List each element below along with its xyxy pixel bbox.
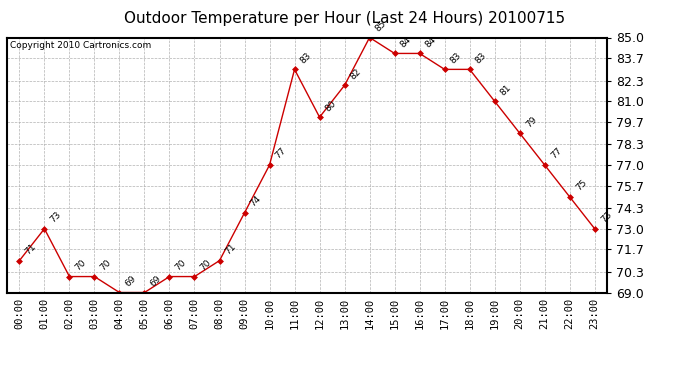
Text: 69: 69	[124, 274, 138, 288]
Text: 83: 83	[448, 51, 463, 65]
Text: 83: 83	[474, 51, 489, 65]
Text: 69: 69	[148, 274, 163, 288]
Text: 74: 74	[248, 194, 263, 208]
Text: 73: 73	[48, 210, 63, 225]
Text: 71: 71	[224, 242, 238, 256]
Text: 70: 70	[74, 258, 88, 272]
Text: 82: 82	[348, 67, 363, 81]
Text: 84: 84	[424, 35, 438, 49]
Text: 77: 77	[274, 146, 288, 161]
Text: 70: 70	[199, 258, 213, 272]
Text: 70: 70	[174, 258, 188, 272]
Text: 85: 85	[374, 19, 388, 33]
Text: 75: 75	[574, 178, 589, 193]
Text: 81: 81	[499, 82, 513, 97]
Text: Copyright 2010 Cartronics.com: Copyright 2010 Cartronics.com	[10, 41, 151, 50]
Text: Outdoor Temperature per Hour (Last 24 Hours) 20100715: Outdoor Temperature per Hour (Last 24 Ho…	[124, 11, 566, 26]
Text: 70: 70	[99, 258, 113, 272]
Text: 80: 80	[324, 99, 338, 113]
Text: 79: 79	[524, 114, 538, 129]
Text: 77: 77	[549, 146, 563, 161]
Text: 84: 84	[399, 35, 413, 49]
Text: 73: 73	[599, 210, 613, 225]
Text: 83: 83	[299, 51, 313, 65]
Text: 71: 71	[23, 242, 38, 256]
